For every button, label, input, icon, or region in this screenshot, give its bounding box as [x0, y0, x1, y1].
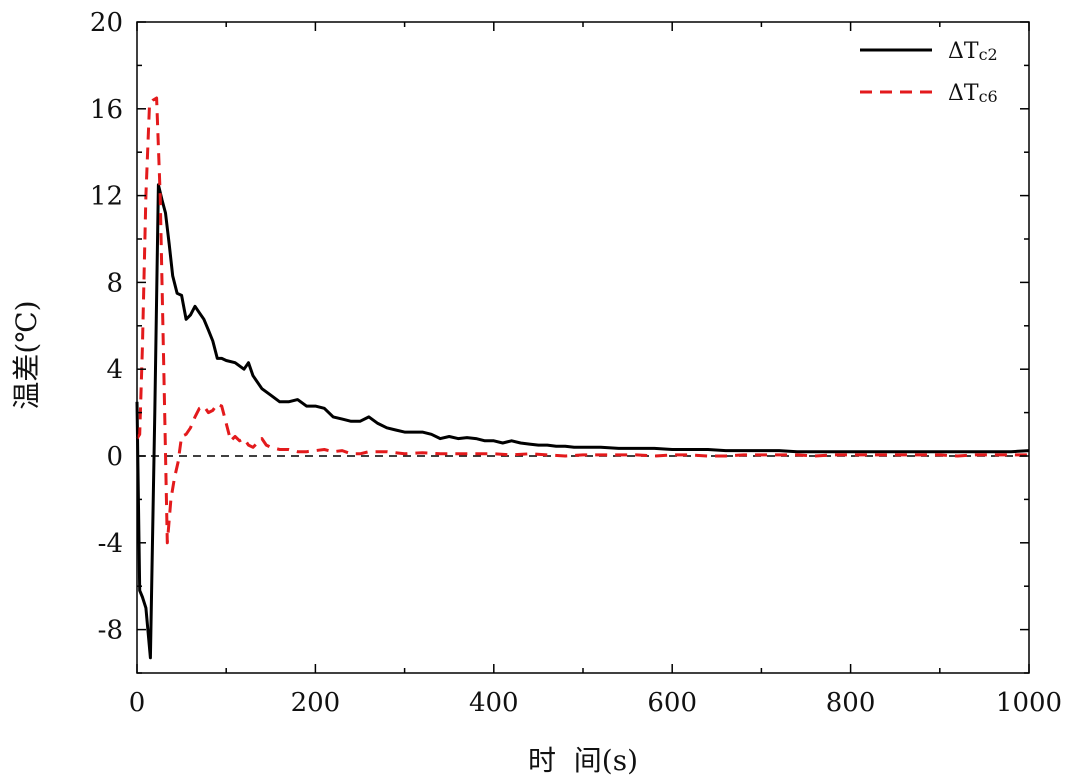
x-tick-label: 1000: [996, 688, 1062, 718]
axis-ticks: 0 200 400 600 800 1000 -8 -4 0 4 8 12 16 20: [90, 8, 1062, 718]
legend-label-series-0: ΔTc2: [948, 39, 998, 64]
plot-frame: [136, 21, 1030, 674]
y-tick-label: 16: [90, 95, 123, 125]
series-line-0: [135, 183, 1030, 660]
x-axis-label: 时 间(s): [528, 744, 638, 777]
x-tick-label: 400: [469, 688, 519, 718]
legend-label-series-1: ΔTc6: [948, 81, 998, 106]
y-tick-label: -8: [98, 616, 123, 646]
plot-area: [135, 96, 1030, 660]
y-tick-label: 20: [90, 8, 123, 38]
legend: ΔTc2 ΔTc6: [860, 39, 998, 106]
y-tick-label: -4: [98, 529, 123, 559]
y-tick-label: 4: [106, 355, 123, 385]
series-line-1: [135, 96, 1029, 545]
x-tick-label: 600: [647, 688, 697, 718]
y-tick-label: 0: [106, 442, 123, 472]
x-tick-label: 0: [129, 688, 146, 718]
x-tick-label: 800: [826, 688, 876, 718]
x-tick-label: 200: [291, 688, 341, 718]
y-axis-label: 温差(℃): [10, 300, 43, 409]
y-tick-label: 12: [90, 182, 123, 212]
y-tick-label: 8: [106, 268, 123, 298]
